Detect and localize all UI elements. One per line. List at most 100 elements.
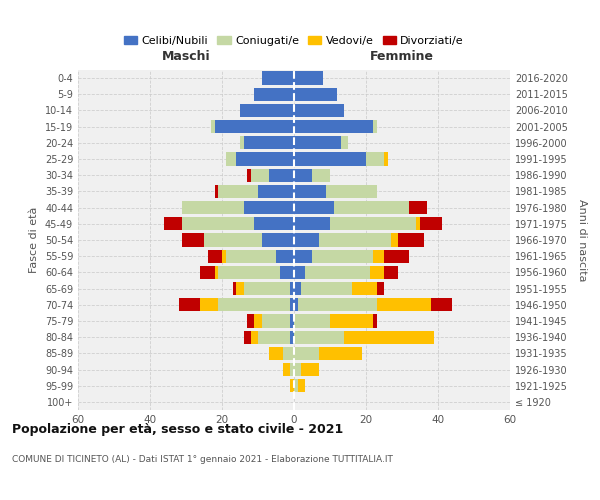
Bar bbox=[373, 120, 377, 134]
Bar bbox=[269, 346, 283, 360]
Bar bbox=[294, 88, 337, 101]
Bar bbox=[258, 330, 290, 344]
Bar bbox=[218, 298, 290, 312]
Bar bbox=[290, 298, 294, 312]
Bar bbox=[251, 330, 258, 344]
Bar bbox=[298, 379, 305, 392]
Text: Femmine: Femmine bbox=[370, 50, 434, 63]
Bar bbox=[269, 168, 294, 182]
Legend: Celibi/Nubili, Coniugati/e, Vedovi/e, Divorziati/e: Celibi/Nubili, Coniugati/e, Vedovi/e, Di… bbox=[119, 32, 469, 50]
Bar bbox=[244, 282, 290, 295]
Bar bbox=[294, 72, 323, 85]
Bar bbox=[290, 379, 294, 392]
Bar bbox=[251, 168, 269, 182]
Bar bbox=[294, 201, 334, 214]
Bar bbox=[319, 346, 362, 360]
Bar bbox=[283, 363, 290, 376]
Bar bbox=[298, 298, 377, 312]
Bar bbox=[294, 282, 301, 295]
Bar bbox=[208, 250, 222, 263]
Bar bbox=[294, 266, 305, 279]
Bar bbox=[294, 234, 319, 246]
Bar bbox=[305, 266, 370, 279]
Bar bbox=[294, 136, 341, 149]
Bar bbox=[330, 217, 416, 230]
Bar bbox=[254, 314, 262, 328]
Bar bbox=[200, 266, 215, 279]
Bar bbox=[301, 282, 352, 295]
Bar bbox=[179, 298, 200, 312]
Bar bbox=[247, 168, 251, 182]
Bar bbox=[352, 282, 377, 295]
Bar bbox=[312, 250, 373, 263]
Bar bbox=[244, 201, 294, 214]
Bar bbox=[377, 298, 431, 312]
Bar bbox=[215, 266, 218, 279]
Bar bbox=[420, 217, 442, 230]
Bar bbox=[377, 282, 384, 295]
Bar bbox=[373, 314, 377, 328]
Text: Popolazione per età, sesso e stato civile - 2021: Popolazione per età, sesso e stato civil… bbox=[12, 422, 343, 436]
Bar bbox=[254, 88, 294, 101]
Bar bbox=[182, 217, 254, 230]
Bar bbox=[290, 314, 294, 328]
Bar bbox=[384, 266, 398, 279]
Bar bbox=[290, 330, 294, 344]
Bar bbox=[384, 250, 409, 263]
Bar bbox=[215, 120, 294, 134]
Bar bbox=[233, 282, 236, 295]
Y-axis label: Anni di nascita: Anni di nascita bbox=[577, 198, 587, 281]
Text: Maschi: Maschi bbox=[161, 50, 211, 63]
Bar bbox=[416, 217, 420, 230]
Bar bbox=[294, 217, 330, 230]
Bar bbox=[276, 250, 294, 263]
Bar bbox=[326, 185, 377, 198]
Bar bbox=[226, 250, 276, 263]
Y-axis label: Fasce di età: Fasce di età bbox=[29, 207, 39, 273]
Bar bbox=[294, 379, 298, 392]
Bar bbox=[330, 314, 373, 328]
Bar bbox=[319, 234, 391, 246]
Bar bbox=[312, 168, 330, 182]
Bar bbox=[370, 266, 384, 279]
Bar bbox=[294, 120, 373, 134]
Bar bbox=[258, 185, 294, 198]
Bar bbox=[294, 250, 312, 263]
Bar bbox=[226, 152, 236, 166]
Bar bbox=[236, 152, 294, 166]
Text: COMUNE DI TICINETO (AL) - Dati ISTAT 1° gennaio 2021 - Elaborazione TUTTITALIA.I: COMUNE DI TICINETO (AL) - Dati ISTAT 1° … bbox=[12, 455, 393, 464]
Bar bbox=[262, 314, 290, 328]
Bar bbox=[294, 152, 366, 166]
Bar bbox=[218, 266, 280, 279]
Bar bbox=[294, 104, 344, 117]
Bar bbox=[244, 330, 251, 344]
Bar bbox=[341, 136, 348, 149]
Bar bbox=[294, 346, 319, 360]
Bar bbox=[294, 314, 330, 328]
Bar bbox=[182, 201, 244, 214]
Bar bbox=[244, 136, 294, 149]
Bar bbox=[236, 282, 244, 295]
Bar bbox=[222, 250, 226, 263]
Bar bbox=[215, 185, 218, 198]
Bar bbox=[164, 217, 182, 230]
Bar bbox=[200, 298, 218, 312]
Bar bbox=[254, 217, 294, 230]
Bar bbox=[384, 152, 388, 166]
Bar bbox=[294, 185, 326, 198]
Bar bbox=[283, 346, 294, 360]
Bar bbox=[301, 363, 319, 376]
Bar bbox=[204, 234, 262, 246]
Bar bbox=[182, 234, 204, 246]
Bar bbox=[294, 298, 298, 312]
Bar bbox=[262, 234, 294, 246]
Bar bbox=[366, 152, 384, 166]
Bar bbox=[240, 136, 244, 149]
Bar bbox=[290, 282, 294, 295]
Bar bbox=[280, 266, 294, 279]
Bar bbox=[240, 104, 294, 117]
Bar bbox=[391, 234, 398, 246]
Bar bbox=[409, 201, 427, 214]
Bar bbox=[344, 330, 434, 344]
Bar bbox=[294, 363, 301, 376]
